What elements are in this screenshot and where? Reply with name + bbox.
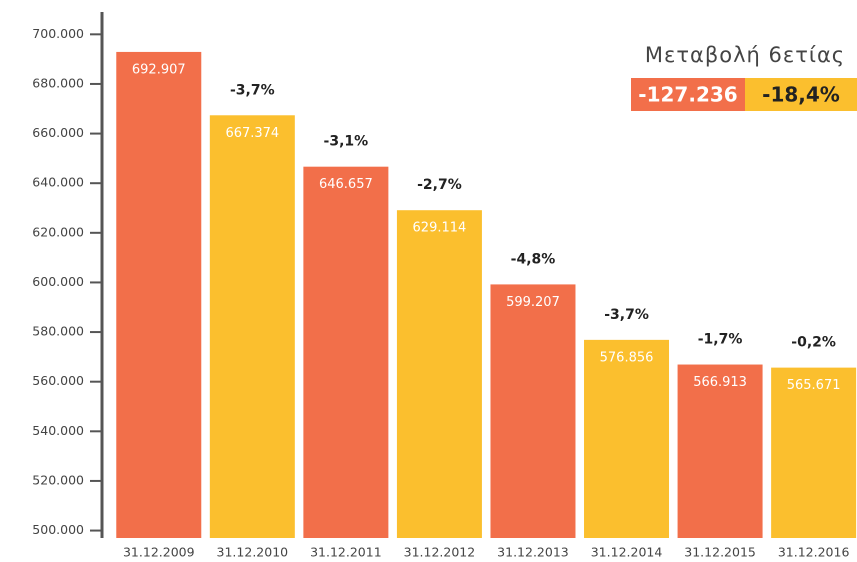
x-tick-label: 31.12.2009: [123, 545, 195, 560]
summary-percent: -18,4%: [762, 83, 840, 107]
x-tick-label: 31.12.2013: [497, 545, 569, 560]
bar: [303, 166, 389, 538]
y-tick-label: 660.000: [32, 125, 84, 140]
value-label: 667.374: [225, 126, 279, 141]
value-label: 566.913: [693, 375, 747, 390]
x-tick-label: 31.12.2011: [310, 545, 382, 560]
value-label: 599.207: [506, 295, 560, 310]
bar: [209, 115, 295, 538]
bar: [116, 51, 202, 538]
change-label: -3,1%: [324, 134, 369, 150]
y-tick-label: 520.000: [32, 472, 84, 487]
summary-percent-box: [745, 78, 857, 111]
y-tick-label: 600.000: [32, 274, 84, 289]
bar: [677, 364, 763, 538]
x-tick-label: 31.12.2010: [217, 545, 289, 560]
change-label: -1,7%: [698, 332, 743, 348]
y-tick-label: 640.000: [32, 175, 84, 190]
bar: [490, 284, 576, 538]
bar: [396, 210, 482, 539]
value-label: 646.657: [319, 177, 373, 192]
bar: [584, 339, 670, 538]
bar: [771, 367, 857, 538]
change-label: -3,7%: [230, 82, 275, 98]
value-label: 576.856: [600, 350, 654, 365]
y-tick-label: 580.000: [32, 324, 84, 339]
value-label: 629.114: [413, 221, 467, 236]
value-label: 692.907: [132, 62, 186, 77]
y-tick-label: 620.000: [32, 224, 84, 239]
change-label: -4,8%: [511, 251, 556, 267]
value-label: 565.671: [787, 378, 841, 393]
change-label: -0,2%: [791, 335, 836, 351]
y-tick-label: 560.000: [32, 373, 84, 388]
y-tick-label: 500.000: [32, 522, 84, 537]
summary-title: Μεταβολή 6ετίας: [645, 43, 845, 67]
x-tick-label: 31.12.2012: [404, 545, 476, 560]
y-tick-label: 700.000: [32, 26, 84, 41]
x-tick-label: 31.12.2015: [684, 545, 756, 560]
change-label: -3,7%: [604, 307, 649, 323]
x-tick-label: 31.12.2016: [778, 545, 850, 560]
x-tick-label: 31.12.2014: [591, 545, 663, 560]
change-label: -2,7%: [417, 177, 462, 193]
y-tick-label: 680.000: [32, 75, 84, 90]
y-tick-label: 540.000: [32, 423, 84, 438]
summary-absolute-box: [631, 78, 745, 111]
summary-absolute: -127.236: [638, 83, 737, 107]
